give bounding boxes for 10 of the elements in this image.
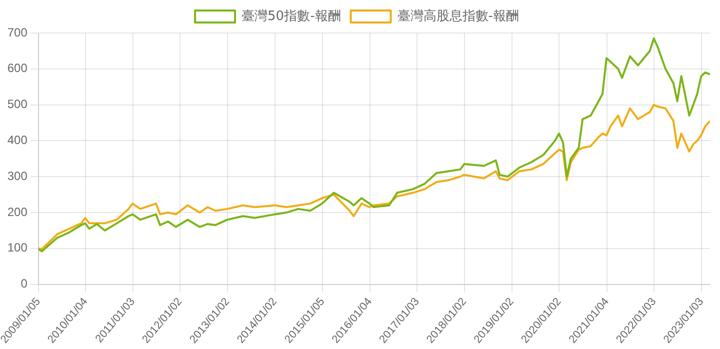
y-tick-label: 200	[7, 204, 28, 219]
y-tick-label: 500	[7, 97, 28, 112]
y-tick-label: 700	[7, 25, 28, 40]
y-tick-label: 0	[20, 276, 28, 291]
y-tick-label: 100	[7, 240, 28, 255]
legend-label: 臺灣50指數-報酬	[242, 8, 341, 24]
y-tick-label: 300	[7, 168, 28, 183]
y-tick-label: 600	[7, 61, 28, 76]
y-tick-label: 400	[7, 133, 28, 148]
legend-label: 臺灣高股息指數-報酬	[397, 8, 519, 24]
